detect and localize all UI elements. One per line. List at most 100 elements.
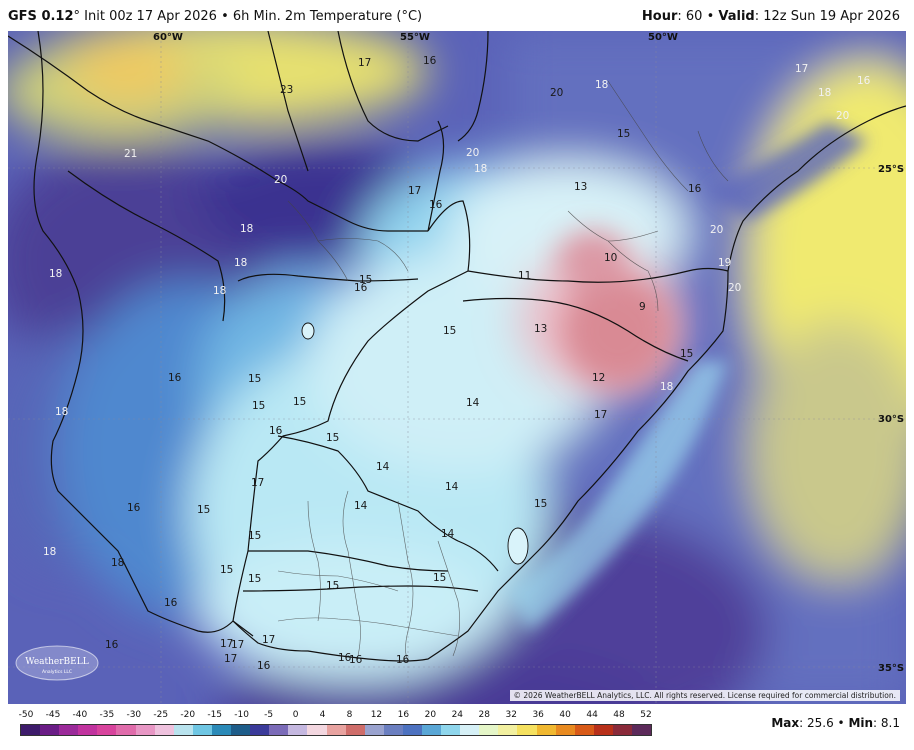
color-scale-tick-label: 8: [346, 710, 353, 720]
header-valid: Hour: 60 • Valid: 12z Sun 19 Apr 2026: [642, 9, 900, 24]
valid-label: Valid: [718, 9, 755, 24]
temp-label: 15: [326, 432, 339, 444]
color-scale-tick-label: -20: [180, 710, 196, 720]
temp-label: 17: [224, 653, 237, 665]
color-scale-tick-label: 24: [451, 710, 464, 720]
min-label: Min: [848, 716, 874, 730]
color-scale-swatch: [307, 725, 327, 735]
color-scale-tick-label: -10: [234, 710, 249, 720]
color-scale-swatch: [441, 725, 461, 735]
color-scale-swatch: [574, 725, 594, 735]
temp-label: 14: [466, 397, 480, 409]
color-scale-swatch: [326, 725, 346, 735]
temp-label: 17: [795, 63, 808, 75]
color-scale-ticks: -50 -45 -40 -35 -30 -25 -20 -15 -10 -5 0 4 8 12 16 20 24…: [18, 710, 652, 722]
color-scale-swatch: [250, 725, 270, 735]
temp-label: 16: [857, 75, 871, 87]
max-label: Max: [771, 716, 800, 730]
color-scale: -50 -45 -40 -35 -30 -25 -20 -15 -10 -5 0 4 8 12 16 20 24…: [18, 710, 652, 736]
cold-core: [558, 231, 673, 386]
temp-label: 16: [423, 55, 437, 67]
color-scale-swatch: [593, 725, 613, 735]
temp-label: 15: [293, 396, 306, 408]
color-scale-tick-label: 0: [292, 710, 299, 720]
color-scale-tick-label: -35: [99, 710, 115, 720]
temp-label: 15: [197, 504, 210, 516]
color-scale-tick-label: 52: [640, 710, 652, 720]
hour-label: Hour: [641, 9, 678, 24]
color-scale-tick-label: -50: [18, 710, 34, 720]
color-scale-swatch: [345, 725, 365, 735]
color-scale-swatch: [59, 725, 79, 735]
lon-label-50w: 50°W: [648, 32, 678, 43]
temp-label: 15: [617, 128, 630, 140]
color-scale-tick-label: 40: [559, 710, 571, 720]
header-title: GFS 0.12° Init 00z 17 Apr 2026 • 6h Min.…: [8, 9, 422, 24]
temp-label: 15: [220, 564, 233, 576]
temp-label: 15: [433, 572, 446, 584]
coordinate-labels: 60°W 55°W 50°W 25°S 30°S 35°S: [153, 32, 904, 674]
temp-label: 20: [274, 174, 287, 186]
temp-label: 15: [326, 580, 339, 592]
temp-label: 18: [213, 285, 226, 297]
min-value: : 8.1: [873, 716, 900, 730]
temp-label: 16: [396, 654, 410, 666]
color-scale-swatch: [364, 725, 384, 735]
temp-label: 15: [248, 573, 261, 585]
color-scale-swatch: [269, 725, 289, 735]
color-scale-swatch: [383, 725, 403, 735]
temp-label: 9: [639, 301, 646, 313]
temp-label: 18: [240, 223, 253, 235]
color-scale-swatch: [40, 725, 60, 735]
temp-label: 18: [49, 268, 62, 280]
temp-label: 10: [604, 252, 617, 264]
color-scale-swatch: [632, 725, 652, 735]
lat-label-35s: 35°S: [878, 663, 904, 674]
temp-label: 20: [728, 282, 741, 294]
color-scale-tick-label: 28: [478, 710, 490, 720]
graticule: [8, 31, 906, 704]
temp-label: 17: [594, 409, 607, 421]
color-scale-swatch: [288, 725, 308, 735]
svg-text:WeatherBELL: WeatherBELL: [25, 657, 88, 667]
temp-label: 16: [338, 652, 352, 664]
color-scale-swatch: [555, 725, 575, 735]
color-scale-swatch: [612, 725, 632, 735]
color-scale-tick-label: -45: [45, 710, 61, 720]
temp-label: 15: [359, 274, 372, 286]
color-scale-tick-label: -15: [207, 710, 223, 720]
hour-value: : 60 •: [677, 9, 719, 24]
temp-label: 15: [534, 498, 547, 510]
color-scale-swatch: [231, 725, 251, 735]
temp-label: 17: [262, 634, 275, 646]
temp-label: 20: [466, 147, 479, 159]
color-scale-swatch: [192, 725, 212, 735]
borders: [8, 31, 906, 662]
copyright-notice: © 2026 WeatherBELL Analytics, LLC. All r…: [509, 690, 900, 701]
temp-label: 16: [257, 660, 271, 672]
color-scale-tick-label: -25: [153, 710, 169, 720]
state-lines: [277, 80, 729, 662]
temp-label: 16: [429, 199, 443, 211]
color-scale-tick-label: 12: [370, 710, 383, 720]
color-scale-tick-label: 32: [505, 710, 517, 720]
temp-label: 16: [354, 282, 368, 294]
temp-label: 16: [269, 425, 283, 437]
color-scale-swatch: [173, 725, 193, 735]
coastline: [232, 105, 906, 662]
color-scale-swatch: [421, 725, 442, 735]
color-scale-bar: [20, 724, 652, 736]
color-scale-swatch: [460, 725, 480, 735]
temp-label: 21: [124, 148, 137, 160]
color-scale-swatch: [498, 725, 518, 735]
lon-label-55w: 55°W: [400, 32, 430, 43]
color-scale-swatch: [402, 725, 422, 735]
temp-label: 14: [441, 528, 455, 540]
temp-label: 20: [550, 87, 563, 99]
color-scale-swatch: [517, 725, 537, 735]
map-svg: 60°W 55°W 50°W 25°S 30°S 35°S 23 21 20 2…: [8, 31, 906, 704]
valid-value: : 12z Sun 19 Apr 2026: [754, 9, 900, 24]
temp-label: 16: [127, 502, 141, 514]
temp-label: 18: [55, 406, 68, 418]
temp-label: 16: [164, 597, 178, 609]
